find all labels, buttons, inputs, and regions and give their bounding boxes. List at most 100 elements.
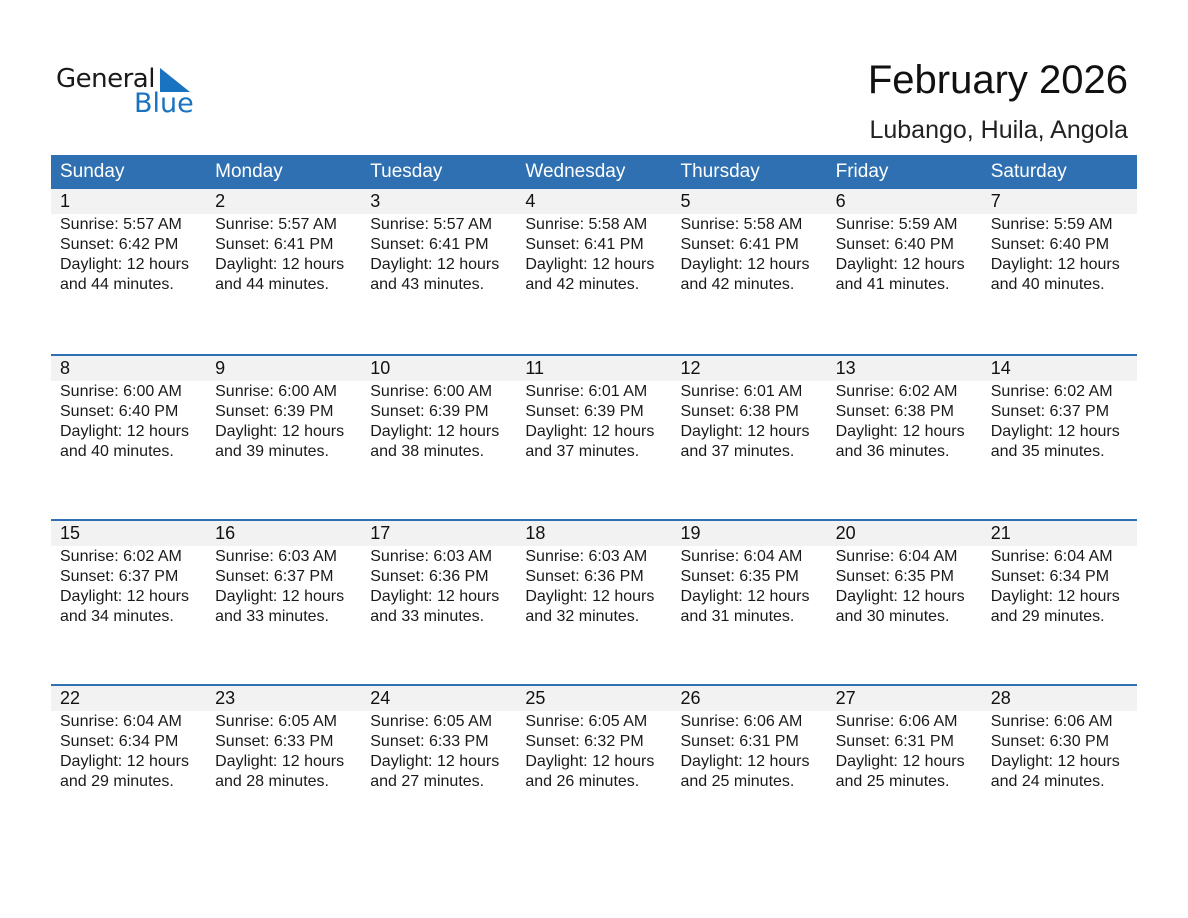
day-info: Sunrise: 6:06 AM Sunset: 6:31 PM Daylight:… (827, 711, 982, 792)
day-cell: 8 Sunrise: 6:00 AM Sunset: 6:40 PM Daylight… (51, 356, 207, 519)
minutes-text: and 26 minutes. (525, 773, 640, 790)
daylight-text: Daylight: 12 hours (60, 256, 189, 273)
minutes-text: and 35 minutes. (990, 443, 1105, 460)
sunrise-text: Sunrise: 6:04 AM (60, 713, 182, 730)
day-number: 11 (516, 356, 672, 381)
minutes-text: and 24 minutes. (990, 773, 1105, 790)
minutes-text: and 42 minutes. (525, 276, 640, 293)
day-info: Sunrise: 6:05 AM Sunset: 6:32 PM Daylight:… (516, 711, 671, 792)
daylight-text: Daylight: 12 hours (680, 753, 810, 770)
day-cell: 1 Sunrise: 5:57 AM Sunset: 6:42 PM Daylight… (51, 189, 207, 354)
day-info: Sunrise: 5:58 AM Sunset: 6:41 PM Daylight:… (516, 214, 671, 295)
daylight-text: Daylight: 12 hours (835, 753, 965, 770)
day-info: Sunrise: 6:03 AM Sunset: 6:36 PM Daylight:… (516, 546, 671, 627)
day-number: 18 (516, 521, 672, 546)
minutes-text: and 28 minutes. (215, 773, 329, 790)
day-info: Sunrise: 6:05 AM Sunset: 6:33 PM Daylight:… (361, 711, 516, 792)
sunset-text: Sunset: 6:39 PM (215, 403, 334, 420)
week-row: 15 Sunrise: 6:02 AM Sunset: 6:37 PM Dayligh… (51, 519, 1137, 684)
day-cell: 20 Sunrise: 6:04 AM Sunset: 6:35 PM Dayligh… (826, 521, 982, 684)
day-cell: 25 Sunrise: 6:05 AM Sunset: 6:32 PM Dayligh… (516, 686, 672, 849)
minutes-text: and 32 minutes. (525, 608, 640, 625)
day-info: Sunrise: 6:04 AM Sunset: 6:35 PM Daylight:… (672, 546, 827, 627)
sunset-text: Sunset: 6:36 PM (525, 568, 644, 585)
sunrise-text: Sunrise: 6:03 AM (525, 548, 648, 565)
day-info: Sunrise: 5:58 AM Sunset: 6:41 PM Daylight:… (672, 214, 827, 295)
day-cell: 10 Sunrise: 6:00 AM Sunset: 6:39 PM Dayligh… (361, 356, 517, 519)
day-cell: 5 Sunrise: 5:58 AM Sunset: 6:41 PM Daylight… (671, 189, 827, 354)
day-cell: 7 Sunrise: 5:59 AM Sunset: 6:40 PM Daylight… (981, 189, 1137, 354)
minutes-text: and 38 minutes. (370, 443, 485, 460)
day-number: 5 (671, 189, 827, 214)
sunset-text: Sunset: 6:40 PM (990, 236, 1110, 253)
day-number: 16 (206, 521, 362, 546)
daylight-text: Daylight: 12 hours (835, 588, 965, 605)
sunset-text: Sunset: 6:37 PM (215, 568, 334, 585)
daylight-text: Daylight: 12 hours (835, 256, 965, 273)
minutes-text: and 34 minutes. (60, 608, 174, 625)
sunset-text: Sunset: 6:37 PM (60, 568, 179, 585)
day-info: Sunrise: 6:02 AM Sunset: 6:37 PM Daylight:… (982, 381, 1137, 462)
day-number: 17 (361, 521, 517, 546)
daylight-text: Daylight: 12 hours (990, 423, 1120, 440)
calendar: Sunday Monday Tuesday Wednesday Thursday Frid… (51, 155, 1137, 849)
sunrise-text: Sunrise: 5:57 AM (370, 216, 493, 233)
logo-text-general: General (56, 64, 155, 94)
sunrise-text: Sunrise: 5:59 AM (835, 216, 958, 233)
day-cell: 9 Sunrise: 6:00 AM Sunset: 6:39 PM Daylight… (206, 356, 362, 519)
day-cell: 14 Sunrise: 6:02 AM Sunset: 6:37 PM Dayligh… (981, 356, 1137, 519)
day-cell: 23 Sunrise: 6:05 AM Sunset: 6:33 PM Dayligh… (206, 686, 362, 849)
day-number: 2 (206, 189, 362, 214)
sunrise-text: Sunrise: 6:00 AM (370, 383, 493, 400)
weekday-thursday: Thursday (680, 161, 760, 182)
day-info: Sunrise: 5:57 AM Sunset: 6:41 PM Daylight:… (361, 214, 516, 295)
sunset-text: Sunset: 6:34 PM (60, 733, 179, 750)
day-number: 24 (361, 686, 517, 711)
page-title: February 2026 (867, 58, 1128, 102)
sunrise-text: Sunrise: 6:02 AM (990, 383, 1113, 400)
daylight-text: Daylight: 12 hours (680, 423, 810, 440)
weekday-saturday: Saturday (990, 161, 1067, 182)
day-number: 9 (206, 356, 362, 381)
daylight-text: Daylight: 12 hours (525, 753, 655, 770)
minutes-text: and 27 minutes. (370, 773, 485, 790)
minutes-text: and 40 minutes. (60, 443, 174, 460)
minutes-text: and 44 minutes. (215, 276, 329, 293)
weekday-friday: Friday (835, 161, 889, 182)
daylight-text: Daylight: 12 hours (215, 588, 345, 605)
minutes-text: and 33 minutes. (370, 608, 485, 625)
sunset-text: Sunset: 6:31 PM (680, 733, 799, 750)
sunrise-text: Sunrise: 6:03 AM (215, 548, 337, 565)
day-cell: 22 Sunrise: 6:04 AM Sunset: 6:34 PM Dayligh… (51, 686, 207, 849)
day-info: Sunrise: 6:02 AM Sunset: 6:38 PM Daylight:… (827, 381, 982, 462)
sunset-text: Sunset: 6:31 PM (835, 733, 954, 750)
weekday-sunday: Sunday (60, 161, 125, 182)
minutes-text: and 25 minutes. (680, 773, 795, 790)
day-info: Sunrise: 5:57 AM Sunset: 6:42 PM Daylight:… (51, 214, 206, 295)
day-cell: 6 Sunrise: 5:59 AM Sunset: 6:40 PM Daylight… (826, 189, 982, 354)
logo-triangle-icon (160, 68, 190, 92)
daylight-text: Daylight: 12 hours (215, 753, 345, 770)
minutes-text: and 36 minutes. (835, 443, 950, 460)
day-cell: 16 Sunrise: 6:03 AM Sunset: 6:37 PM Dayligh… (206, 521, 362, 684)
daylight-text: Daylight: 12 hours (60, 423, 189, 440)
daylight-text: Daylight: 12 hours (990, 256, 1120, 273)
weekday-wednesday: Wednesday (525, 161, 626, 182)
day-number: 12 (671, 356, 827, 381)
sunset-text: Sunset: 6:36 PM (370, 568, 489, 585)
day-cell: 17 Sunrise: 6:03 AM Sunset: 6:36 PM Dayligh… (361, 521, 517, 684)
minutes-text: and 41 minutes. (835, 276, 950, 293)
location-subtitle: Lubango, Huila, Angola (869, 116, 1128, 144)
day-cell: 3 Sunrise: 5:57 AM Sunset: 6:41 PM Daylight… (361, 189, 517, 354)
week-row: 1 Sunrise: 5:57 AM Sunset: 6:42 PM Daylight… (51, 189, 1137, 354)
day-number: 22 (51, 686, 207, 711)
sunset-text: Sunset: 6:41 PM (680, 236, 799, 253)
day-cell: 13 Sunrise: 6:02 AM Sunset: 6:38 PM Dayligh… (826, 356, 982, 519)
minutes-text: and 31 minutes. (680, 608, 795, 625)
day-number: 26 (671, 686, 827, 711)
daylight-text: Daylight: 12 hours (990, 588, 1120, 605)
sunset-text: Sunset: 6:41 PM (525, 236, 644, 253)
sunset-text: Sunset: 6:35 PM (680, 568, 799, 585)
sunset-text: Sunset: 6:41 PM (215, 236, 334, 253)
sunset-text: Sunset: 6:42 PM (60, 236, 179, 253)
